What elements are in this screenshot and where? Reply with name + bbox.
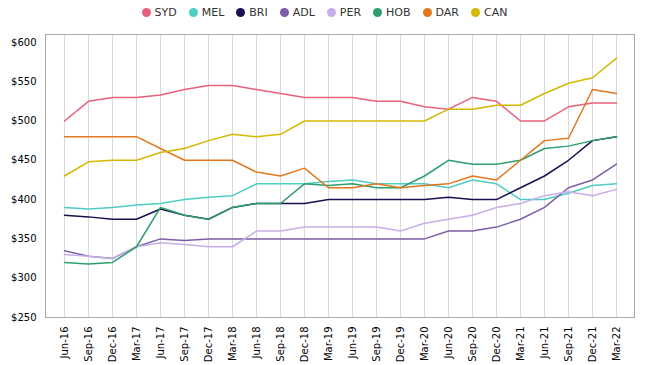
svg-text:$350: $350	[11, 233, 36, 244]
html-text:MEL: MEL	[201, 5, 225, 19]
svg-text:Dec-18: Dec-18	[299, 327, 310, 363]
svg-text:Dec-20: Dec-20	[491, 327, 502, 363]
svg-text:Mar-19: Mar-19	[323, 327, 334, 362]
svg-text:$550: $550	[11, 76, 36, 87]
html-text:ADL: ADL	[292, 5, 315, 19]
html-text:CAN: CAN	[484, 5, 508, 19]
svg-text:Mar-17: Mar-17	[131, 327, 142, 362]
svg-text:Mar-18: Mar-18	[227, 327, 238, 362]
svg-text:Jun-19: Jun-19	[347, 327, 358, 360]
svg-text:Jun-17: Jun-17	[155, 327, 166, 360]
svg-text:Jun-21: Jun-21	[539, 327, 550, 360]
svg-text:Sep-18: Sep-18	[275, 327, 286, 362]
html-text:DAR: DAR	[435, 5, 459, 19]
svg-text:Mar-22: Mar-22	[611, 327, 622, 362]
svg-text:$250: $250	[11, 312, 36, 323]
svg-text:Dec-17: Dec-17	[203, 327, 214, 363]
svg-text:Mar-21: Mar-21	[515, 327, 526, 362]
svg-text:Sep-20: Sep-20	[467, 327, 478, 362]
svg-text:$400: $400	[11, 194, 36, 205]
svg-text:Jun-16: Jun-16	[59, 327, 70, 360]
svg-text:$450: $450	[11, 154, 36, 165]
svg-text:$300: $300	[11, 272, 36, 283]
svg-text:Sep-21: Sep-21	[563, 327, 574, 362]
svg-text:Jun-20: Jun-20	[443, 327, 454, 360]
svg-text:Jun-18: Jun-18	[251, 327, 262, 360]
svg-text:Dec-21: Dec-21	[587, 327, 598, 363]
html-text:BRI: BRI	[249, 5, 268, 19]
svg-text:Sep-16: Sep-16	[83, 327, 94, 362]
html-text:SYD: SYD	[154, 5, 177, 19]
svg-text:$600: $600	[11, 37, 36, 48]
svg-text:Mar-20: Mar-20	[419, 327, 430, 362]
svg-text:Dec-16: Dec-16	[107, 327, 118, 363]
svg-text:$500: $500	[11, 115, 36, 126]
svg-text:Sep-17: Sep-17	[179, 327, 190, 362]
html-text:PER: PER	[339, 5, 362, 19]
svg-text:Dec-19: Dec-19	[395, 327, 406, 363]
svg-text:Sep-19: Sep-19	[371, 327, 382, 362]
html-text:HOB: HOB	[386, 5, 411, 19]
